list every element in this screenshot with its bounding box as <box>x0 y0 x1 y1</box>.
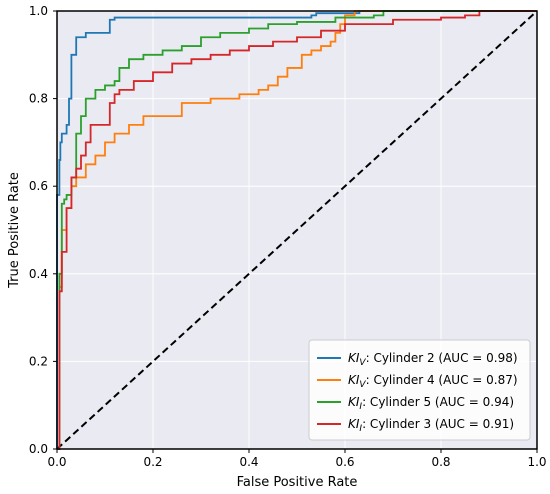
series-line-3 <box>57 10 537 450</box>
y-tick-label: 0.4 <box>29 267 48 281</box>
y-tick-label: 0.6 <box>29 179 48 193</box>
y-ticks: 0.0 0.2 0.4 0.6 0.8 1.0 <box>29 4 57 456</box>
x-tick-label: 0.2 <box>143 455 162 469</box>
y-tick-label: 0.8 <box>29 92 48 106</box>
y-tick-label: 0.2 <box>29 354 48 368</box>
legend-entry-subscript: I <box>359 424 362 434</box>
legend-entry-italic: KI <box>348 395 360 409</box>
y-tick-label: 1.0 <box>29 4 48 18</box>
x-tick-label: 0.8 <box>431 455 450 469</box>
legend: KIV: Cylinder 2 (AUC = 0.98)KIV: Cylinde… <box>308 339 531 441</box>
legend-entry-italic: KI <box>348 373 360 387</box>
series-lines <box>56 10 538 450</box>
series-line-4 <box>57 10 537 450</box>
legend-entry-4: KII: Cylinder 3 (AUC = 0.91) <box>348 417 514 434</box>
plot-frame <box>56 10 538 450</box>
x-tick-label: 0.6 <box>335 455 354 469</box>
legend-entry-subscript: V <box>359 380 366 390</box>
legend-entry-3: KII: Cylinder 5 (AUC = 0.94) <box>348 395 514 412</box>
x-tick-label: 0.4 <box>239 455 258 469</box>
legend-entry-1: KIV: Cylinder 2 (AUC = 0.98) <box>348 351 518 368</box>
y-axis-label: True Positive Rate <box>7 172 22 289</box>
x-tick-label: 0.0 <box>47 455 66 469</box>
legend-entry-text: : Cylinder 4 (AUC = 0.87) <box>366 373 518 387</box>
series-line-2 <box>57 10 537 450</box>
legend-entry-text: : Cylinder 3 (AUC = 0.91) <box>362 417 514 431</box>
y-tick-label: 0.0 <box>29 442 48 456</box>
legend-entry-italic: KI <box>348 351 360 365</box>
reference-diagonal-line <box>56 10 538 450</box>
x-tick-label: 1.0 <box>527 455 546 469</box>
legend-box <box>308 339 531 441</box>
legend-entry-text: : Cylinder 5 (AUC = 0.94) <box>362 395 514 409</box>
x-axis-label: False Positive Rate <box>237 475 358 490</box>
x-ticks: 0.0 0.2 0.4 0.6 0.8 1.0 <box>47 449 547 469</box>
legend-entry-italic: KI <box>348 417 360 431</box>
legend-entry-text: : Cylinder 2 (AUC = 0.98) <box>366 351 518 365</box>
grid <box>56 10 538 450</box>
legend-entry-subscript: I <box>359 402 362 412</box>
series-line-1 <box>56 10 537 449</box>
legend-entry-subscript: V <box>359 358 366 368</box>
legend-entry-2: KIV: Cylinder 4 (AUC = 0.87) <box>348 373 518 390</box>
